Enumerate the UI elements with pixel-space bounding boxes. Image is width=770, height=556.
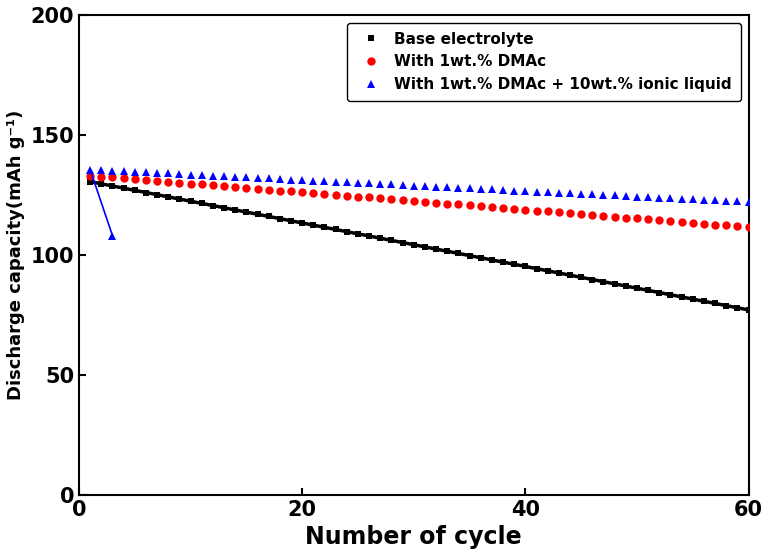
Line: With 1wt.% DMAc + 10wt.% ionic liquid: With 1wt.% DMAc + 10wt.% ionic liquid: [86, 166, 753, 206]
With 1wt.% DMAc: [498, 205, 507, 211]
With 1wt.% DMAc + 10wt.% ionic liquid: [85, 166, 95, 173]
With 1wt.% DMAc: [275, 187, 284, 194]
With 1wt.% DMAc: [197, 181, 206, 188]
Legend: Base electrolyte, With 1wt.% DMAc, With 1wt.% DMAc + 10wt.% ionic liquid: Base electrolyte, With 1wt.% DMAc, With …: [346, 23, 741, 101]
With 1wt.% DMAc: [309, 190, 318, 196]
With 1wt.% DMAc + 10wt.% ionic liquid: [309, 177, 318, 184]
With 1wt.% DMAc + 10wt.% ionic liquid: [744, 198, 753, 205]
Base electrolyte: [309, 222, 318, 229]
With 1wt.% DMAc: [744, 224, 753, 231]
Y-axis label: Discharge capacity(mAh g⁻¹): Discharge capacity(mAh g⁻¹): [7, 110, 25, 400]
With 1wt.% DMAc: [85, 172, 95, 179]
With 1wt.% DMAc: [297, 189, 306, 196]
Line: Base electrolyte: Base electrolyte: [87, 178, 752, 314]
Base electrolyte: [297, 220, 306, 226]
With 1wt.% DMAc + 10wt.% ionic liquid: [253, 175, 262, 181]
Base electrolyte: [275, 215, 284, 222]
Base electrolyte: [85, 178, 95, 185]
Line: With 1wt.% DMAc: With 1wt.% DMAc: [86, 171, 753, 231]
Base electrolyte: [253, 211, 262, 217]
X-axis label: Number of cycle: Number of cycle: [306, 525, 522, 549]
With 1wt.% DMAc + 10wt.% ionic liquid: [498, 187, 507, 193]
With 1wt.% DMAc: [253, 185, 262, 192]
With 1wt.% DMAc + 10wt.% ionic liquid: [275, 176, 284, 182]
With 1wt.% DMAc + 10wt.% ionic liquid: [297, 177, 306, 183]
Base electrolyte: [197, 200, 206, 207]
Base electrolyte: [498, 259, 507, 265]
Base electrolyte: [744, 306, 753, 313]
With 1wt.% DMAc + 10wt.% ionic liquid: [197, 172, 206, 178]
